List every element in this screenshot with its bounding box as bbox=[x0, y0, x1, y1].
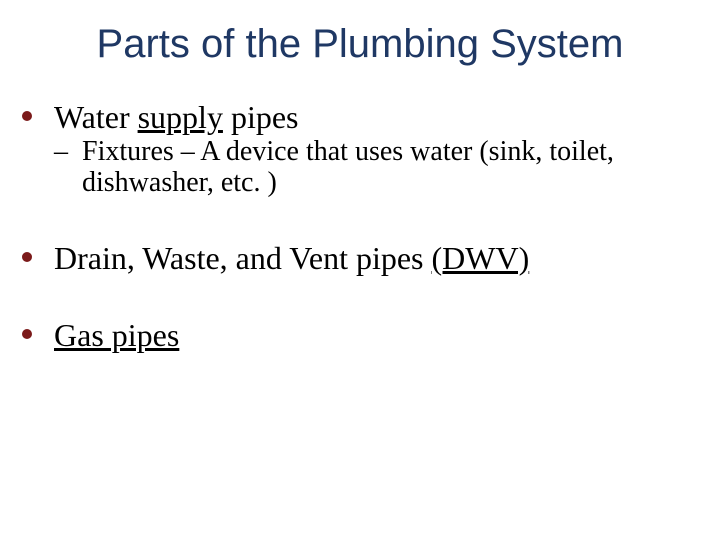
text-run: Water bbox=[54, 99, 138, 135]
slide-body: Water supply pipes–Fixtures – A device t… bbox=[0, 100, 720, 354]
slide: Parts of the Plumbing System Water suppl… bbox=[0, 0, 720, 540]
bullet-level-1: Gas pipes bbox=[22, 318, 710, 354]
bullet-level-1: Water supply pipes bbox=[22, 100, 710, 136]
text-run: Gas pipes bbox=[54, 317, 179, 353]
bullet-dot-icon bbox=[22, 111, 32, 121]
bullet-level-2: –Fixtures – A device that uses water (si… bbox=[54, 136, 700, 199]
bullet-level-1: Drain, Waste, and Vent pipes (DWV) bbox=[22, 241, 710, 277]
text-run: Fixtures – A device that uses water (sin… bbox=[82, 136, 614, 198]
text-run: supply bbox=[138, 99, 223, 135]
text-run: (DWV) bbox=[432, 240, 530, 276]
spacer bbox=[0, 199, 720, 241]
bullet-text: Fixtures – A device that uses water (sin… bbox=[82, 136, 614, 198]
bullet-text: Drain, Waste, and Vent pipes (DWV) bbox=[54, 240, 529, 276]
slide-title: Parts of the Plumbing System bbox=[0, 22, 720, 67]
bullet-dash-icon: – bbox=[54, 136, 68, 167]
bullet-dot-icon bbox=[22, 329, 32, 339]
text-run: Drain, Waste, and Vent pipes bbox=[54, 240, 432, 276]
bullet-text: Gas pipes bbox=[54, 317, 179, 353]
text-run: pipes bbox=[223, 99, 299, 135]
spacer bbox=[0, 276, 720, 318]
bullet-text: Water supply pipes bbox=[54, 99, 298, 135]
bullet-dot-icon bbox=[22, 252, 32, 262]
